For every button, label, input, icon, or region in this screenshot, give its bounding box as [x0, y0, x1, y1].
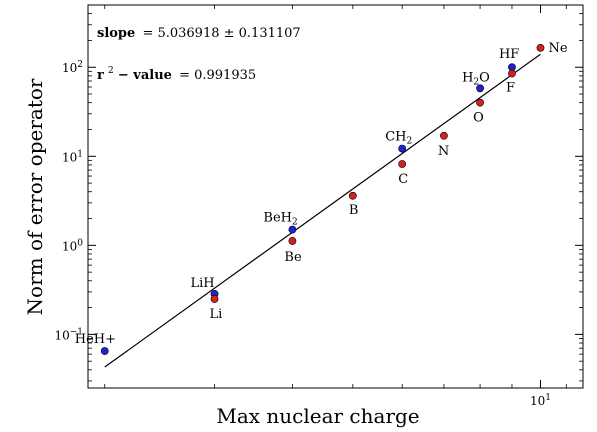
- data-point-b: [348, 191, 357, 200]
- point-label-n: N: [438, 144, 449, 159]
- point-label-b: B: [349, 203, 359, 218]
- point-label-hehplus: HeH+: [75, 332, 116, 347]
- x-axis-label: Max nuclear charge: [216, 404, 419, 428]
- r2-label-base: r: [97, 68, 104, 83]
- point-label-h2o: H2O: [462, 70, 490, 87]
- fit-line-group: [104, 53, 541, 368]
- data-point-h2o: [476, 84, 484, 93]
- data-point-ne: [536, 43, 545, 52]
- data-point-hehplus: [100, 347, 109, 355]
- data-point-beh2: [288, 225, 297, 234]
- slope-annotation: slope = 5.036918 ± 0.131107: [97, 26, 301, 41]
- data-points: [100, 43, 545, 355]
- point-label-f: F: [506, 81, 515, 96]
- axis-ticks: 101 10−1 100 101 102: [54, 4, 583, 408]
- point-label-beh2: BeH2: [263, 211, 297, 228]
- fit-line: [104, 53, 541, 368]
- data-point-li: [210, 295, 219, 303]
- point-label-ch2: CH2: [385, 130, 412, 147]
- slope-value: = 5.036918 ± 0.131107: [142, 26, 300, 41]
- plot-border: [87, 4, 584, 389]
- r2-annotation: r 2 − value = 0.991935: [97, 62, 256, 83]
- data-point-n: [440, 131, 448, 140]
- plot-frame: [87, 4, 584, 389]
- point-label-c: C: [398, 172, 408, 187]
- data-point-f: [508, 69, 516, 78]
- data-point-c: [398, 160, 407, 168]
- data-point-be: [288, 237, 297, 245]
- data-point-ch2: [398, 144, 407, 153]
- point-labels: HeH+ LiH BeH2 CH2 H2O HF Li Be B C N O F Ne: [75, 41, 568, 347]
- r2-label-rest: − value: [118, 68, 172, 83]
- y-tick-label: 100: [62, 238, 83, 253]
- r2-label-exp: 2: [108, 66, 114, 76]
- slope-label: slope: [97, 26, 135, 41]
- point-label-li: Li: [210, 307, 223, 322]
- x-tick-label: 101: [530, 393, 551, 408]
- y-tick-label: 102: [62, 60, 83, 75]
- r2-value: = 0.991935: [179, 68, 256, 83]
- y-axis-label: Norm of error operator: [23, 78, 47, 315]
- point-label-o: O: [473, 111, 484, 126]
- point-label-ne: Ne: [548, 41, 567, 56]
- data-point-o: [476, 98, 484, 107]
- y-tick-label: 101: [62, 149, 83, 164]
- point-label-be: Be: [284, 250, 302, 265]
- point-label-hf: HF: [499, 47, 519, 62]
- y-tick-label: 10−1: [54, 327, 83, 342]
- point-label-lih: LiH: [191, 276, 215, 291]
